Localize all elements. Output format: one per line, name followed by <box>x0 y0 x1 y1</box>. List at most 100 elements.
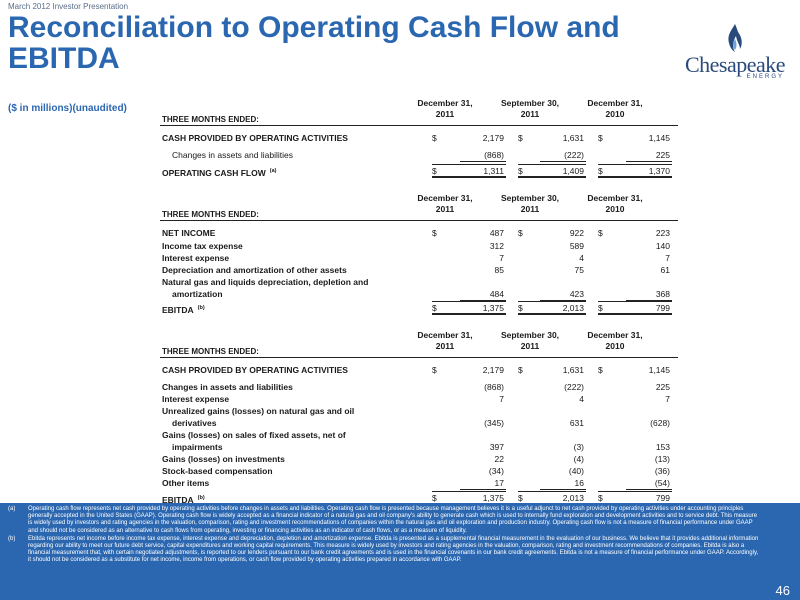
currency-symbol: $ <box>518 303 523 313</box>
presentation-label: March 2012 Investor Presentation <box>8 2 129 11</box>
total-double-rule <box>432 313 506 315</box>
value-cell: 16 <box>574 478 584 488</box>
header-rule <box>160 220 678 221</box>
currency-symbol: $ <box>432 228 437 238</box>
units-note: ($ in millions)(unaudited) <box>8 103 127 114</box>
financial-table: THREE MONTHS ENDED: December 31, 2011 Sept… <box>160 193 678 315</box>
value-cell: 1,145 <box>648 365 670 375</box>
row-label-text: derivatives <box>172 418 217 428</box>
row-label: Changes in assets and liabilities <box>162 150 427 160</box>
column-header: September 30, 2011 <box>500 330 560 351</box>
footnote-ref: (a) <box>269 168 277 174</box>
row-label-text: amortization <box>172 289 223 299</box>
column-header: September 30, 2011 <box>500 193 560 214</box>
row-label-text: Stock-based compensation <box>162 466 273 476</box>
page-title: Reconciliation to Operating Cash Flow an… <box>8 11 620 75</box>
value-cell: 153 <box>655 442 670 452</box>
footnote-a: (a) Operating cash flow represents net c… <box>8 506 760 535</box>
value-cell: 368 <box>655 289 670 299</box>
subtotal-rule <box>626 489 672 490</box>
total-top-rule <box>432 491 506 492</box>
row-label-text: Changes in assets and liabilities <box>162 382 293 392</box>
subtotal-rule <box>460 300 506 301</box>
value-cell: (222) <box>564 150 584 160</box>
value-cell: 4 <box>579 394 584 404</box>
column-header: September 30, 2011 <box>500 98 560 119</box>
value-cell: (40) <box>568 466 584 476</box>
row-label-text: impairments <box>172 442 223 452</box>
value-cell: 1,311 <box>483 166 504 176</box>
value-cell: 7 <box>499 253 504 263</box>
total-top-rule <box>598 301 672 302</box>
currency-symbol: $ <box>518 133 523 143</box>
value-cell: 1,370 <box>648 166 670 176</box>
row-label: NET INCOME <box>162 228 427 238</box>
value-cell: 799 <box>655 303 670 313</box>
value-cell: (628) <box>650 418 670 428</box>
row-label: Interest expense <box>162 394 427 404</box>
footnote-ref: (b) <box>197 305 205 311</box>
value-cell: 225 <box>655 382 670 392</box>
row-label: CASH PROVIDED BY OPERATING ACTIVITIES <box>162 133 427 143</box>
row-label: Gains (losses) on investments <box>162 454 427 464</box>
value-cell: (34) <box>488 466 504 476</box>
value-cell: (868) <box>484 382 504 392</box>
value-cell: 1,631 <box>562 133 584 143</box>
currency-symbol: $ <box>432 166 437 176</box>
value-cell: 1,631 <box>562 365 584 375</box>
total-double-rule <box>598 176 672 178</box>
row-label-text: Interest expense <box>162 253 230 263</box>
value-cell: (54) <box>654 478 670 488</box>
value-cell: (13) <box>654 454 670 464</box>
value-cell: 17 <box>494 478 504 488</box>
subtotal-rule <box>540 161 586 162</box>
row-label-text: Natural gas and liquids depreciation, de… <box>162 277 369 287</box>
value-cell: 75 <box>574 265 584 275</box>
value-cell: 1,375 <box>482 493 504 503</box>
row-label: amortization <box>162 289 427 299</box>
header-rule <box>160 125 678 126</box>
column-header: December 31, 2010 <box>587 330 643 351</box>
row-label: Unrealized gains (losses) on natural gas… <box>162 406 427 416</box>
value-cell: 85 <box>494 265 504 275</box>
table-header: THREE MONTHS ENDED: December 31, 2011 Sept… <box>160 193 678 221</box>
column-header: December 31, 2010 <box>587 193 643 214</box>
value-cell: 7 <box>499 394 504 404</box>
row-label-text: Interest expense <box>162 394 230 404</box>
value-cell: 4 <box>579 253 584 263</box>
footnote-mark: (a) <box>8 506 16 512</box>
value-cell: 423 <box>569 289 584 299</box>
value-cell: 22 <box>494 454 504 464</box>
header-label: THREE MONTHS ENDED: <box>162 210 259 219</box>
company-logo: Chesapeake ENERGY <box>680 22 790 82</box>
value-cell: 2,013 <box>562 493 584 503</box>
column-header: December 31, 2010 <box>587 98 643 119</box>
value-cell: (4) <box>573 454 584 464</box>
total-top-rule <box>432 164 506 165</box>
subtotal-rule <box>626 161 672 162</box>
value-cell: 2,179 <box>482 365 504 375</box>
currency-symbol: $ <box>518 166 523 176</box>
row-label-text: EBITDA <box>162 494 194 505</box>
row-label: Depreciation and amortization of other a… <box>162 265 427 275</box>
row-label: derivatives <box>162 418 427 428</box>
currency-symbol: $ <box>598 133 603 143</box>
total-top-rule <box>432 301 506 302</box>
value-cell: 484 <box>489 289 504 299</box>
header-label: THREE MONTHS ENDED: <box>162 115 259 124</box>
value-cell: 397 <box>489 442 504 452</box>
value-cell: 7 <box>665 253 670 263</box>
row-label: OPERATING CASH FLOW (a) <box>162 166 427 178</box>
row-label: Stock-based compensation <box>162 466 427 476</box>
subtotal-rule <box>460 161 506 162</box>
value-cell: 61 <box>660 265 670 275</box>
currency-symbol: $ <box>518 493 523 503</box>
value-cell: 631 <box>569 418 584 428</box>
value-cell: (3) <box>573 442 584 452</box>
subtotal-rule <box>626 300 672 301</box>
row-label-text: CASH PROVIDED BY OPERATING ACTIVITIES <box>162 365 348 375</box>
subtotal-rule <box>460 489 506 490</box>
currency-symbol: $ <box>598 228 603 238</box>
value-cell: 487 <box>489 228 504 238</box>
row-label: EBITDA (b) <box>162 303 427 315</box>
